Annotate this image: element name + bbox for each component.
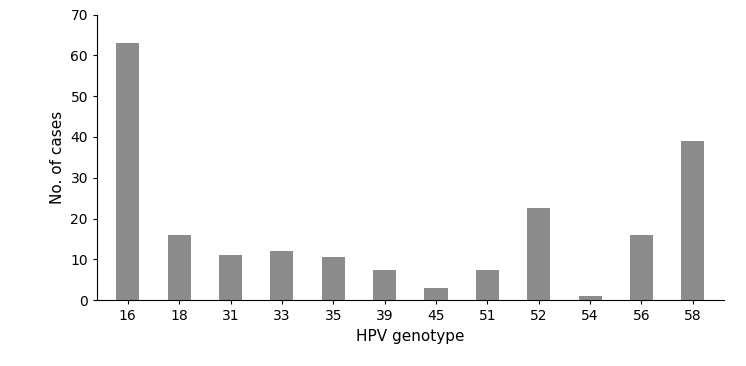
Bar <box>168 235 191 300</box>
Bar <box>681 141 704 300</box>
Bar <box>527 208 551 300</box>
Bar <box>578 296 601 300</box>
Bar <box>322 257 345 300</box>
X-axis label: HPV genotype: HPV genotype <box>356 329 465 344</box>
Bar <box>373 269 396 300</box>
Bar <box>270 251 293 300</box>
Bar <box>116 43 140 300</box>
Bar <box>630 235 653 300</box>
Y-axis label: No. of cases: No. of cases <box>50 111 65 204</box>
Bar <box>219 255 242 300</box>
Bar <box>476 269 499 300</box>
Bar <box>424 288 448 300</box>
